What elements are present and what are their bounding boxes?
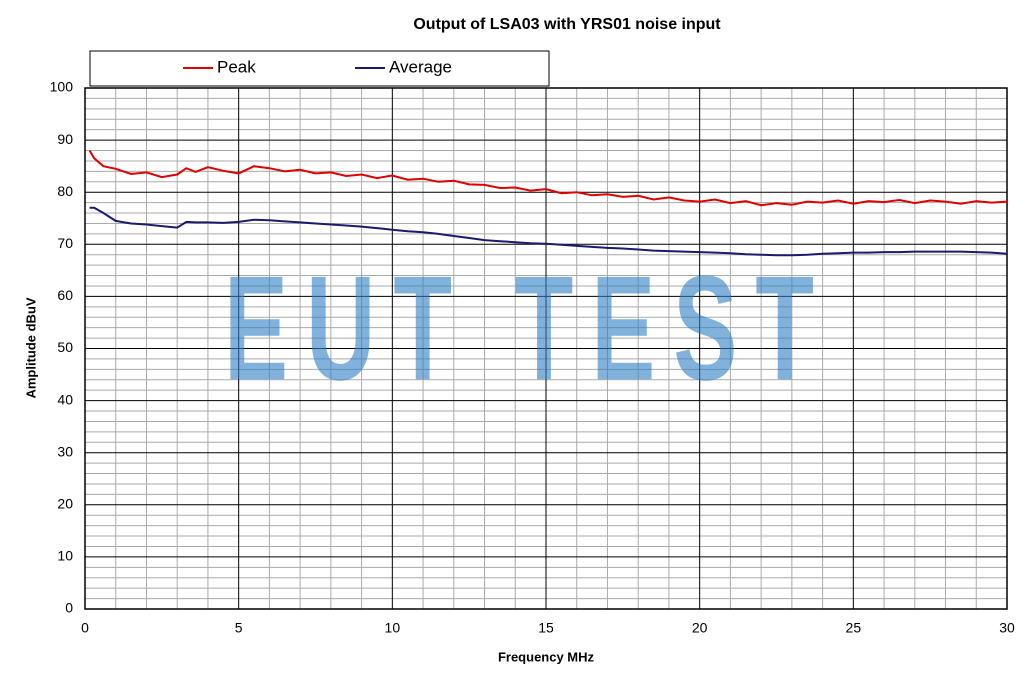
x-tick-label: 25	[846, 620, 862, 636]
x-tick-label: 20	[692, 620, 708, 636]
legend-label: Peak	[217, 57, 256, 76]
x-tick-label: 30	[999, 620, 1015, 636]
chart-title: Output of LSA03 with YRS01 noise input	[413, 16, 721, 33]
y-tick-label: 20	[57, 496, 73, 512]
y-tick-label: 60	[57, 287, 73, 303]
series-line	[88, 149, 1008, 207]
x-tick-label: 5	[235, 620, 243, 636]
x-tick-label: 0	[81, 620, 89, 636]
plot-border	[84, 87, 1008, 610]
y-tick-label: 40	[57, 391, 73, 407]
y-tick-label: 10	[57, 548, 73, 564]
y-tick-label: 80	[57, 183, 73, 199]
watermark: EUT TEST	[224, 245, 832, 411]
x-tick-label: 10	[385, 620, 401, 636]
y-axis-label: Amplitude dBuV	[23, 297, 38, 398]
y-tick-label: 0	[65, 600, 73, 616]
legend-box	[89, 50, 550, 87]
x-tick-label: 15	[538, 620, 554, 636]
y-tick-label: 100	[50, 79, 74, 95]
y-tick-label: 50	[57, 339, 73, 355]
y-tick-label: 30	[57, 443, 73, 459]
y-tick-label: 70	[57, 235, 73, 251]
series-line	[89, 206, 1008, 257]
y-tick-label: 90	[57, 131, 73, 147]
legend-label: Average	[389, 57, 452, 76]
x-axis-label: Frequency MHz	[498, 649, 595, 664]
